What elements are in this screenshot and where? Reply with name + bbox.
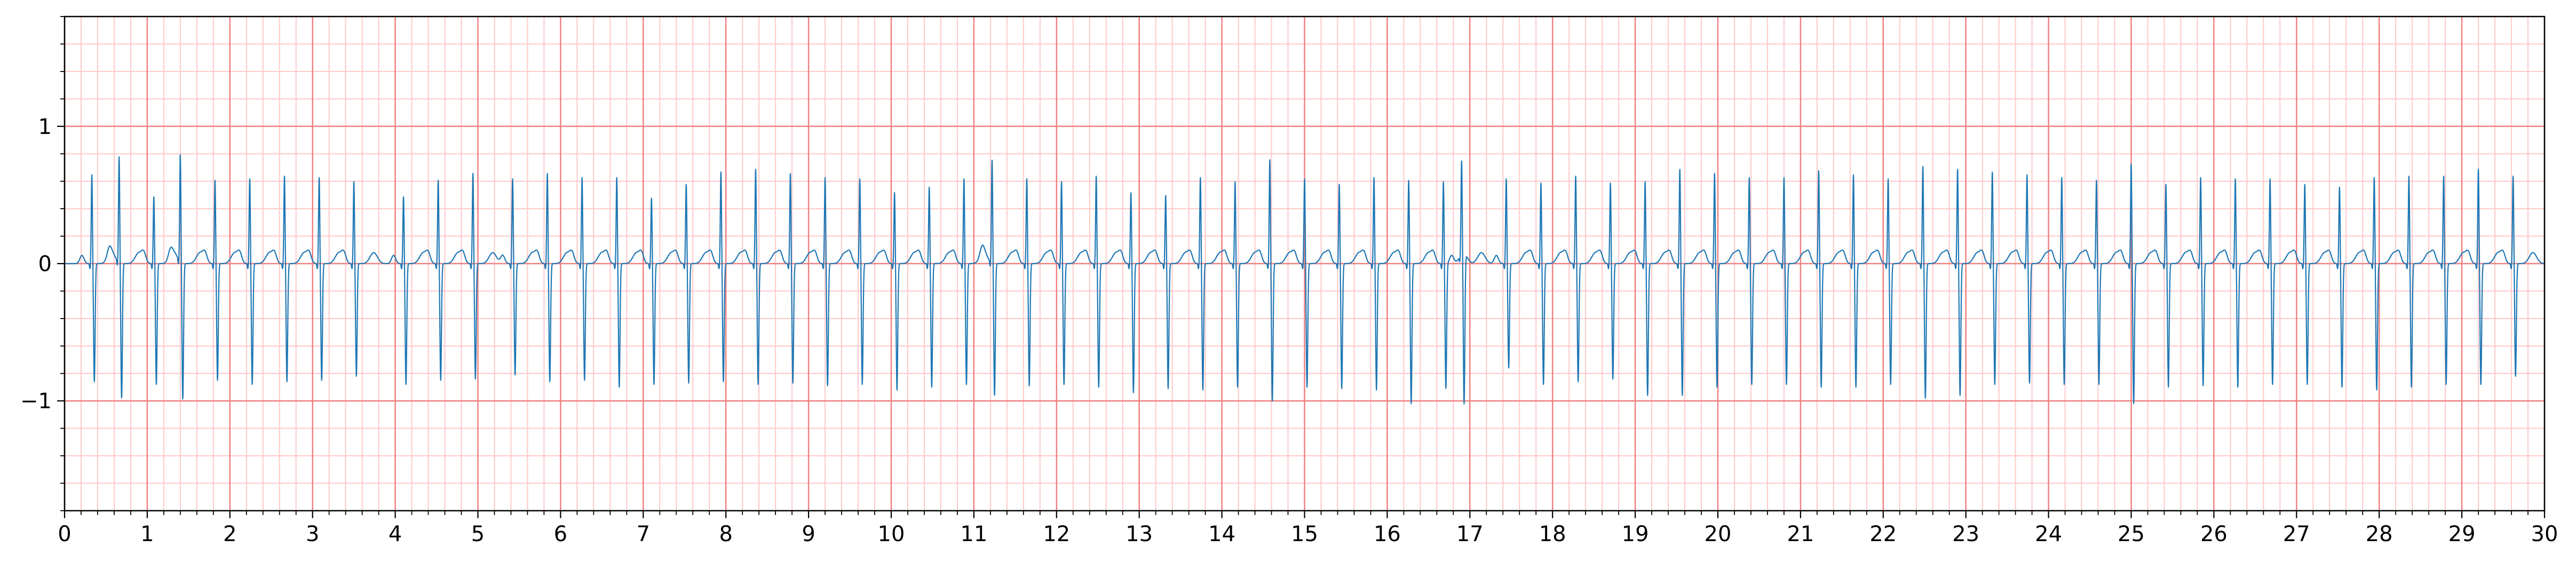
x-axis: 0 1 2 3 4 5 6 7 8 9 10 11 12 13 14 15 16 17 18 19 20 21 22 23 24…: [58, 511, 2558, 546]
y-tick-label: 0: [38, 252, 52, 276]
x-tick-label: 9: [802, 522, 815, 546]
x-tick-label: 4: [389, 522, 402, 546]
y-tick-label: −1: [20, 389, 52, 414]
x-tick-label: 24: [2035, 522, 2062, 546]
x-tick-label: 17: [1456, 522, 1484, 546]
x-tick-label: 20: [1705, 522, 1732, 546]
x-tick-label: 25: [2118, 522, 2145, 546]
x-tick-label: 23: [1952, 522, 1979, 546]
x-tick-label: 21: [1787, 522, 1814, 546]
x-tick-label: 10: [878, 522, 905, 546]
x-tick-label: 8: [719, 522, 732, 546]
x-tick-label: 6: [554, 522, 567, 546]
x-tick-label: 3: [306, 522, 319, 546]
x-tick-label: 13: [1125, 522, 1153, 546]
x-tick-label: 30: [2531, 522, 2558, 546]
x-tick-label: 27: [2283, 522, 2310, 546]
y-axis: 1 0 −1: [20, 16, 65, 511]
x-tick-label: 2: [223, 522, 236, 546]
x-tick-label: 18: [1539, 522, 1566, 546]
x-tick-label: 16: [1374, 522, 1401, 546]
ecg-trace-layer: [64, 154, 2545, 405]
x-tick-label: 14: [1208, 522, 1235, 546]
x-tick-label: 19: [1622, 522, 1649, 546]
x-tick-label: 5: [471, 522, 485, 546]
x-tick-label: 1: [140, 522, 154, 546]
x-tick-label: 28: [2366, 522, 2393, 546]
x-tick-label: 22: [1869, 522, 1897, 546]
x-tick-label: 7: [637, 522, 650, 546]
x-tick-label: 11: [960, 522, 987, 546]
x-tick-label: 26: [2200, 522, 2228, 546]
x-tick-label: 12: [1043, 522, 1070, 546]
x-tick-label: 15: [1291, 522, 1318, 546]
x-tick-label: 29: [2448, 522, 2476, 546]
ecg-series-line: [64, 154, 2545, 405]
x-tick-label: 0: [58, 522, 71, 546]
y-tick-label: 1: [38, 115, 52, 139]
